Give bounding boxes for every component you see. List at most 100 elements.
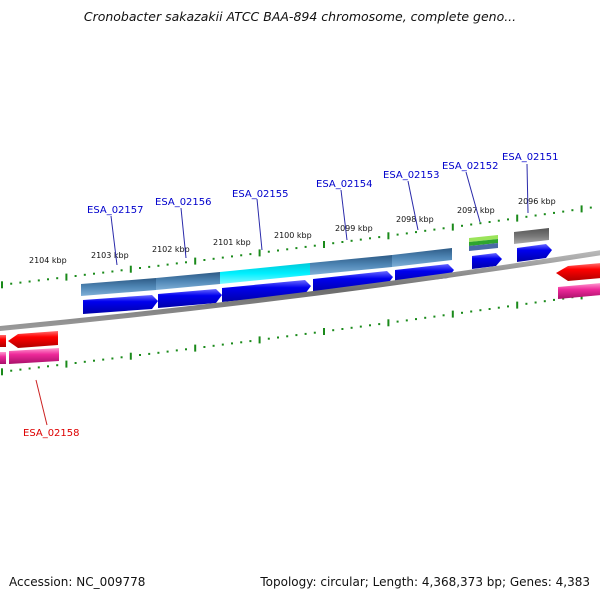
rna-block-esa-02152-b[interactable] [469, 239, 498, 246]
scale-major-tick [129, 352, 132, 360]
scale-major-tick [194, 257, 197, 265]
gene-label-esa-02151[interactable]: ESA_02151 [502, 152, 559, 163]
scale-minor-tick [37, 279, 40, 282]
cds-track [81, 228, 549, 296]
scale-minor-tick [415, 318, 417, 321]
tick-label-2101: 2101 kbp [213, 238, 251, 247]
cds-block-esa-02157[interactable] [81, 278, 156, 296]
tick-label-2103: 2103 kbp [91, 251, 129, 260]
scale-minor-tick [83, 360, 86, 363]
gene-arrow-esa-02154[interactable] [313, 271, 393, 293]
scale-minor-tick [313, 331, 316, 334]
gene-label-esa-02154[interactable]: ESA_02154 [316, 179, 373, 190]
scale-minor-tick [175, 349, 178, 352]
scale-major-tick [258, 249, 261, 257]
scale-minor-tick [37, 366, 40, 369]
scale-major-tick [516, 214, 519, 222]
scale-minor-tick [553, 211, 555, 214]
gene-arrow-reverse-left[interactable] [0, 335, 6, 347]
scale-minor-tick [148, 265, 151, 268]
cds-block-esa-02151[interactable] [514, 228, 549, 244]
rna-block-esa-02152-a[interactable] [469, 235, 498, 242]
scale-minor-tick [249, 253, 252, 256]
scale-minor-tick [10, 282, 13, 285]
rna-block-esa-02158[interactable] [9, 348, 59, 364]
scale-minor-tick [553, 298, 555, 301]
tick-label-2096: 2096 kbp [518, 197, 556, 206]
scale-minor-tick [488, 308, 491, 310]
gene-arrow-esa-02156[interactable] [158, 289, 222, 308]
scale-minor-tick [166, 350, 169, 353]
scale-minor-tick [139, 267, 141, 269]
rna-block-esa-02152-c[interactable] [469, 243, 498, 251]
scale-minor-tick [286, 335, 289, 338]
scale-minor-tick [424, 316, 427, 319]
gene-arrow-esa-02158[interactable] [8, 331, 58, 348]
gene-label-esa-02155[interactable]: ESA_02155 [232, 189, 289, 200]
scale-minor-tick [424, 229, 427, 232]
gene-arrow-reverse-right[interactable] [556, 263, 600, 281]
scale-minor-tick [56, 364, 59, 367]
cds-block-esa-02156[interactable] [156, 272, 220, 290]
scale-minor-tick [203, 259, 206, 261]
gene-arrow-esa-02155[interactable] [222, 280, 311, 302]
scale-minor-tick [442, 227, 445, 230]
scale-minor-tick [332, 329, 335, 332]
label-leaders [35, 163, 529, 426]
scale-minor-tick [83, 273, 86, 276]
scale-minor-tick [102, 358, 105, 361]
gene-label-esa-02156[interactable]: ESA_02156 [155, 197, 212, 208]
scale-minor-tick [470, 223, 473, 226]
scale-minor-tick [497, 219, 500, 222]
gene-arrow-esa-02152[interactable] [472, 253, 502, 269]
scale-minor-tick [295, 247, 298, 250]
reverse-genes [0, 263, 600, 364]
cds-block-esa-02153[interactable] [392, 248, 452, 267]
gene-label-esa-02158[interactable]: ESA_02158 [23, 428, 80, 439]
tick-label-2102: 2102 kbp [152, 245, 190, 254]
scale-major-tick [65, 273, 68, 281]
scale-minor-tick [185, 261, 187, 264]
scale-minor-tick [111, 270, 114, 273]
scale-minor-tick [166, 263, 169, 266]
scale-minor-tick [543, 213, 546, 216]
cds-block-esa-02154[interactable] [310, 255, 392, 275]
scale-major-tick [194, 344, 197, 352]
map-title: Cronobacter sakazakii ATCC BAA-894 chrom… [83, 9, 517, 24]
scale-minor-tick [148, 352, 151, 355]
gene-arrow-esa-02151[interactable] [517, 244, 552, 262]
cds-block-esa-02155[interactable] [220, 263, 310, 284]
scale-minor-tick [240, 341, 243, 344]
gene-label-esa-02157[interactable]: ESA_02157 [87, 205, 144, 216]
rna-block-reverse-right[interactable] [558, 283, 600, 299]
scale-minor-tick [525, 215, 528, 218]
scale-minor-tick [212, 257, 215, 260]
scale-minor-tick [221, 343, 224, 346]
gene-arrow-esa-02157[interactable] [83, 295, 158, 314]
scale-minor-tick [378, 236, 381, 239]
tick-label-2099: 2099 kbp [335, 224, 373, 233]
scale-minor-tick [562, 210, 565, 213]
scale-major-tick [323, 328, 325, 335]
scale-minor-tick [267, 337, 270, 340]
scale-minor-tick [479, 222, 482, 225]
scale-minor-tick [277, 336, 279, 339]
scale-minor-tick [212, 344, 215, 347]
rna-block-left-edge[interactable] [0, 352, 6, 364]
scale-minor-tick [497, 306, 500, 309]
scale-minor-tick [507, 218, 509, 221]
scale-minor-tick [461, 224, 463, 227]
tick-label-2104: 2104 kbp [29, 256, 67, 265]
scale-minor-tick [304, 332, 307, 335]
scale-minor-tick [442, 314, 445, 317]
scale-minor-tick [525, 302, 528, 305]
gene-label-esa-02153[interactable]: ESA_02153 [383, 170, 440, 181]
scale-minor-tick [74, 362, 77, 364]
tick-label-2100: 2100 kbp [274, 231, 312, 240]
scale-major-tick [516, 301, 519, 309]
scale-minor-tick [313, 244, 316, 247]
scale-minor-tick [231, 255, 233, 258]
gene-label-esa-02152[interactable]: ESA_02152 [442, 161, 499, 172]
tick-label-2097: 2097 kbp [457, 206, 495, 215]
